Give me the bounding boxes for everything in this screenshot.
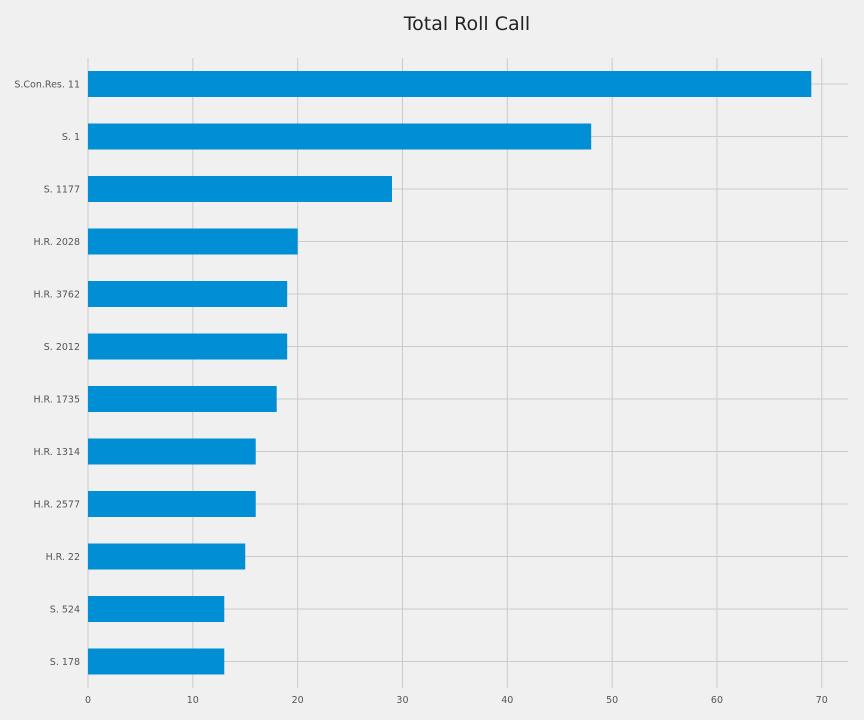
y-tick-label: S. 1 — [62, 132, 80, 143]
y-tick-label: H.R. 1314 — [34, 447, 80, 458]
y-tick-label: S.Con.Res. 11 — [14, 80, 80, 91]
bar — [88, 596, 225, 622]
bar — [88, 386, 277, 412]
y-tick-label: H.R. 1735 — [34, 395, 80, 406]
x-tick-label: 20 — [292, 695, 304, 706]
y-tick-label: H.R. 2577 — [34, 500, 80, 511]
bar — [88, 333, 288, 360]
y-tick-label: S. 1177 — [44, 185, 80, 196]
x-tick-label: 40 — [501, 695, 513, 706]
y-tick-label: S. 178 — [50, 657, 80, 668]
x-tick-label: 60 — [711, 695, 723, 706]
bar — [88, 176, 392, 202]
x-tick-label: 50 — [606, 695, 618, 706]
bar — [88, 281, 288, 307]
y-tick-label: S. 2012 — [44, 342, 80, 353]
bar — [88, 71, 812, 97]
y-tick-labels: S.Con.Res. 11 S. 1 S. 1177 H.R. 2028 H.R. 37… — [14, 80, 80, 669]
y-tick-label: H.R. 2028 — [34, 237, 80, 248]
chart-title: Total Roll Call — [403, 13, 530, 35]
bar — [88, 491, 256, 517]
x-tick-label: 70 — [816, 695, 828, 706]
y-tick-label: H.R. 22 — [46, 552, 80, 563]
bar — [88, 543, 246, 570]
x-tick-labels: 0 10 20 30 40 50 60 70 — [85, 695, 828, 706]
bar — [88, 438, 256, 465]
grid-lines — [87, 58, 848, 688]
bars — [88, 71, 812, 675]
bar — [88, 123, 592, 150]
y-tick-label: H.R. 3762 — [34, 290, 80, 301]
bar — [88, 228, 298, 255]
x-tick-label: 10 — [187, 695, 199, 706]
y-tick-label: S. 524 — [50, 605, 80, 616]
x-tick-label: 30 — [396, 695, 408, 706]
bar — [88, 648, 225, 675]
x-tick-label: 0 — [85, 695, 91, 706]
